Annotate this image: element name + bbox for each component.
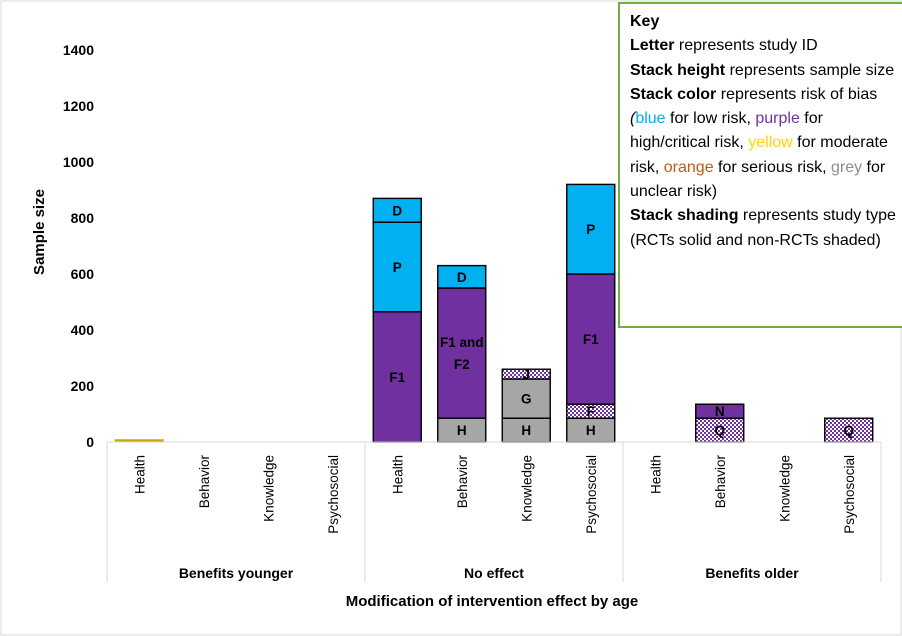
bar-segment bbox=[372, 197, 422, 223]
key-yellow-word: yellow bbox=[748, 134, 793, 152]
x-group-label: Benefits older bbox=[705, 565, 799, 581]
y-tick-label: 800 bbox=[71, 210, 95, 226]
bar-segment-label: N bbox=[715, 404, 725, 419]
bar-segment-label: J bbox=[522, 367, 530, 382]
bar-segment-label: Q bbox=[843, 423, 854, 438]
y-tick-label: 600 bbox=[71, 266, 95, 282]
bar-segment-label: H bbox=[457, 423, 467, 438]
y-tick-label: 1400 bbox=[63, 42, 94, 58]
key-letter-line: Letter represents study ID bbox=[630, 37, 818, 55]
y-tick-label: 1200 bbox=[63, 98, 94, 114]
x-category-label: Health bbox=[132, 455, 147, 494]
key-blue-word: blue bbox=[635, 110, 666, 128]
bar-segment-label: P bbox=[393, 260, 402, 275]
x-group-label: Benefits younger bbox=[179, 565, 294, 581]
bar-segment-label: F bbox=[587, 404, 595, 419]
x-category-label: Knowledge bbox=[261, 455, 276, 522]
bar-segment bbox=[566, 273, 616, 405]
key-color-line: Stack color represents risk of bias (blu… bbox=[630, 85, 888, 201]
bar-segment bbox=[372, 311, 422, 443]
y-tick-label: 0 bbox=[86, 434, 94, 450]
x-category-label: Psychosocial bbox=[326, 455, 341, 534]
y-tick-label: 1000 bbox=[63, 154, 94, 170]
bar-segment bbox=[566, 183, 616, 275]
bar-segment-label: F2 bbox=[454, 357, 470, 372]
bar-segment-label: F1 bbox=[583, 332, 599, 347]
bar-segment-label: P bbox=[586, 222, 595, 237]
bar-segment-label: D bbox=[392, 203, 402, 218]
bar-segment-label: H bbox=[521, 423, 531, 438]
x-category-label: Health bbox=[648, 455, 663, 494]
y-axis-title: Sample size bbox=[31, 189, 48, 275]
bar-segment-label: H bbox=[586, 423, 596, 438]
key-purple-word: purple bbox=[755, 110, 800, 128]
key-orange-word: orange bbox=[663, 158, 714, 176]
bar-segment-label: G bbox=[521, 392, 532, 407]
x-category-label: Behavior bbox=[713, 455, 728, 509]
x-category-label: Psychosocial bbox=[842, 455, 857, 534]
bar-segment-label: D bbox=[457, 270, 467, 285]
x-category-label: Knowledge bbox=[777, 455, 792, 522]
key-shading-line: Stack shading represents study type (RCT… bbox=[630, 207, 896, 249]
key-height-line: Stack height represents sample size bbox=[630, 61, 895, 79]
x-category-label: Health bbox=[390, 455, 405, 494]
key-box: Key Letter represents study ID Stack hei… bbox=[618, 2, 902, 328]
bar-segment bbox=[695, 403, 745, 419]
x-axis-category-labels: Health Behavior Knowledge Psychosocial Benef… bbox=[132, 455, 857, 581]
bar-segment-label: Q bbox=[714, 423, 725, 438]
axes bbox=[106, 441, 882, 582]
x-category-label: Knowledge bbox=[519, 455, 534, 522]
key-grey-word: grey bbox=[830, 158, 863, 176]
y-tick-label: 400 bbox=[71, 322, 95, 338]
key-title: Key bbox=[630, 13, 660, 30]
bar-segment bbox=[372, 221, 422, 313]
bar-segment bbox=[501, 368, 551, 380]
bar-segment bbox=[437, 264, 487, 289]
x-axis-title: Modification of intervention effect by a… bbox=[346, 593, 639, 610]
x-category-label: Behavior bbox=[455, 455, 470, 509]
y-tick-label: 200 bbox=[71, 378, 95, 394]
bar-segment-label: F1 and bbox=[440, 335, 484, 350]
x-category-label: Behavior bbox=[197, 455, 212, 509]
x-group-label: No effect bbox=[464, 565, 524, 581]
bar-segment bbox=[437, 287, 487, 419]
bar-segment-label: F1 bbox=[389, 370, 405, 385]
y-axis-tick-labels: 0 200 400 600 800 1000 1200 1400 bbox=[63, 42, 94, 450]
x-category-label: Psychosocial bbox=[584, 455, 599, 534]
